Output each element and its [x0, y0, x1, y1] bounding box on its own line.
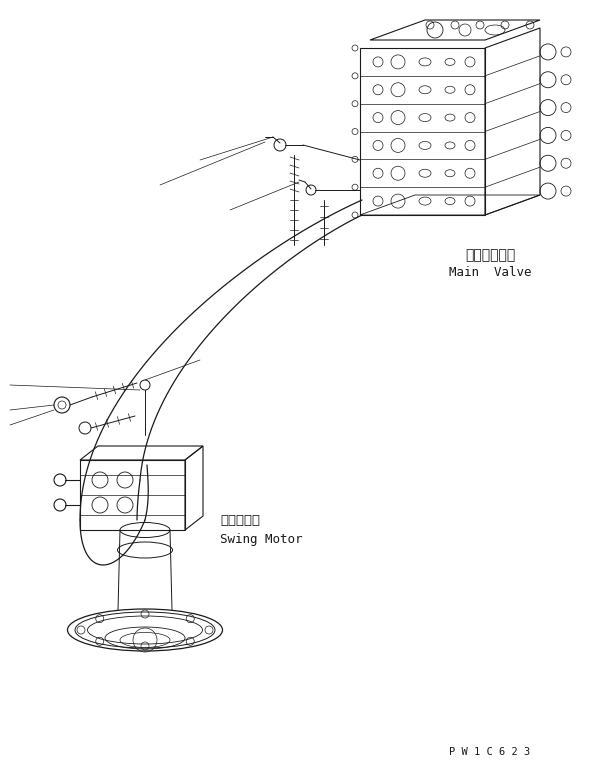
Text: 旋回モータ: 旋回モータ [220, 513, 260, 526]
Text: Swing Motor: Swing Motor [220, 533, 302, 546]
Text: メインバルブ: メインバルブ [465, 248, 515, 262]
Text: Main  Valve: Main Valve [449, 266, 531, 279]
Text: P W 1 C 6 2 3: P W 1 C 6 2 3 [449, 747, 531, 757]
